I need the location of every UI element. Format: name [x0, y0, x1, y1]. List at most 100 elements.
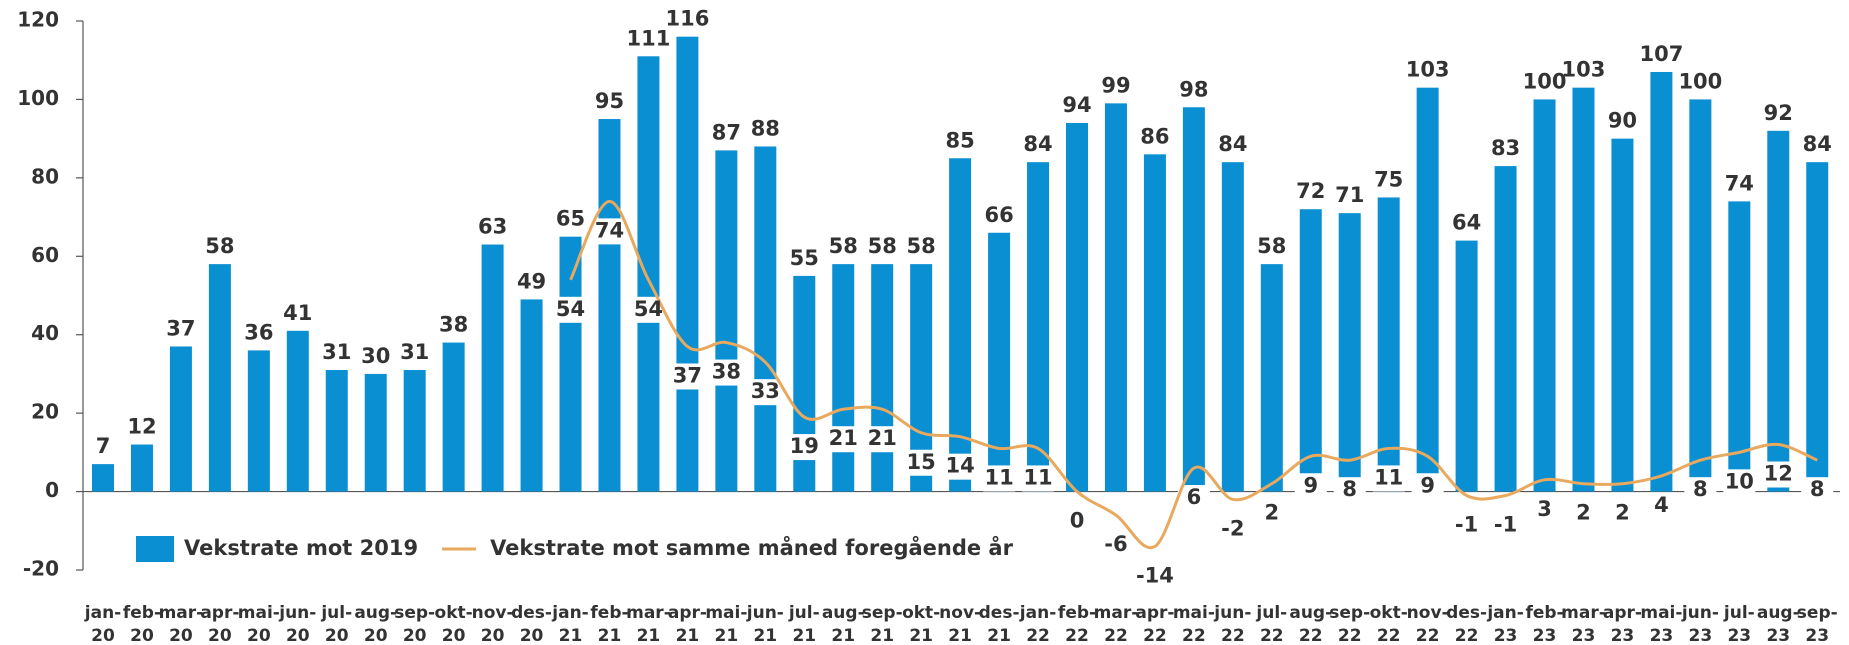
y-tick-label: 40 [31, 321, 59, 345]
line-label-bg [671, 363, 704, 390]
y-tick-label: 0 [45, 478, 59, 502]
bar-value-label: 84 [1218, 132, 1247, 156]
x-tick-label: 21 [909, 626, 933, 645]
bar [325, 370, 348, 492]
bar-value-label: 58 [829, 234, 858, 258]
bar-value-label: 87 [712, 120, 741, 144]
bar-value-label: 7 [96, 434, 111, 458]
line-value-label: 10 [1725, 469, 1754, 493]
bar [286, 330, 309, 492]
y-tick-label: 80 [31, 164, 59, 188]
x-tick-label: 21 [598, 626, 622, 645]
bar-value-label: 31 [322, 340, 351, 364]
bar-value-label: 58 [907, 234, 936, 258]
y-tick-label: 60 [31, 243, 59, 267]
line-label-bg [1762, 461, 1795, 488]
bar [1611, 138, 1634, 492]
line-value-label: 11 [1023, 465, 1052, 489]
bar [1182, 107, 1205, 492]
legend-label: Vekstrate mot samme måned foregående år [490, 535, 1014, 560]
x-tick-label: mai- [705, 603, 747, 623]
bar [247, 350, 270, 492]
line-label-bg [983, 465, 1016, 492]
line-value-label: 21 [829, 426, 858, 450]
x-tick-label: 21 [676, 626, 700, 645]
y-tick-label: 120 [17, 8, 59, 32]
bar [1650, 71, 1673, 492]
y-tick-label: 100 [17, 86, 59, 110]
x-tick-label: 20 [442, 626, 466, 645]
bar [1806, 162, 1829, 492]
bar [1066, 122, 1088, 492]
bar-value-label: 55 [790, 246, 819, 270]
x-tick-label: mar- [626, 603, 671, 623]
x-tick-label: 21 [831, 626, 855, 645]
bar-value-label: 86 [1140, 124, 1169, 148]
x-tick-label: jan- [1486, 603, 1523, 623]
line-label-bg [1372, 465, 1405, 492]
line-value-label: 74 [595, 218, 624, 242]
line [569, 199, 1818, 550]
line-label-bg [1606, 500, 1639, 527]
x-tick-label: 20 [208, 626, 232, 645]
line-value-label: 33 [751, 379, 780, 403]
x-tick-label: 20 [286, 626, 310, 645]
line-value-label: 54 [634, 297, 663, 321]
line-value-label: -1 [1494, 512, 1517, 536]
bar-value-label: 71 [1335, 183, 1364, 207]
line-value-label: 38 [712, 360, 741, 384]
x-tick-label: 22 [1065, 626, 1089, 645]
x-tick-label: 21 [987, 626, 1011, 645]
bar [403, 370, 426, 492]
bar-value-label: 66 [984, 203, 1013, 227]
bar [1494, 166, 1517, 492]
bar [559, 236, 582, 492]
x-tick-label: 20 [364, 626, 388, 645]
bar-value-label: 84 [1803, 132, 1832, 156]
x-tick-label: 20 [325, 626, 349, 645]
x-tick-label: feb- [1525, 603, 1563, 623]
line-label-bg [1177, 485, 1210, 512]
bar-value-label: 41 [283, 301, 312, 325]
line-label-bg [1684, 477, 1717, 504]
x-tick-label: des- [979, 603, 1020, 623]
bar-value-label: 94 [1062, 93, 1091, 117]
x-tick-label: 20 [247, 626, 271, 645]
line-label-bg [1022, 465, 1055, 492]
x-tick-label: sep- [1329, 603, 1370, 623]
line-value-label: 11 [984, 465, 1013, 489]
y-tick-label: 20 [31, 400, 59, 424]
x-tick-label: sep- [1797, 603, 1838, 623]
bar-value-label: 36 [244, 320, 273, 344]
bar [169, 346, 192, 492]
x-tick-label: okt- [435, 603, 473, 623]
line-value-label: 9 [1420, 473, 1435, 497]
x-tick-label: okt- [902, 603, 940, 623]
line-label-bg [710, 359, 743, 386]
line-label-bg [1450, 512, 1483, 539]
line-value-label: 14 [946, 454, 975, 478]
line-label-bg [1411, 473, 1444, 500]
x-tick-label: 20 [403, 626, 427, 645]
bar-value-label: 98 [1179, 77, 1208, 101]
x-tick-label: des- [511, 603, 552, 623]
bar [1104, 103, 1127, 492]
x-tick-label: 23 [1533, 626, 1557, 645]
line-value-label: 8 [1810, 477, 1825, 501]
bar [832, 264, 855, 492]
line-label-bg [1528, 496, 1561, 523]
bar [1533, 99, 1556, 492]
x-tick-label: jul- [788, 603, 820, 623]
line-label-bg [1645, 492, 1678, 519]
line-label-bg [749, 379, 782, 406]
x-tick-label: 23 [1572, 626, 1596, 645]
bar-value-label: 72 [1296, 179, 1325, 203]
x-tick-label: 22 [1377, 626, 1401, 645]
bar [1338, 213, 1361, 492]
x-tick-label: 23 [1805, 626, 1829, 645]
bar-value-label: 63 [478, 215, 507, 239]
bar [1728, 201, 1751, 492]
x-tick-label: apr- [1603, 603, 1642, 623]
x-tick-label: mar- [1094, 603, 1139, 623]
